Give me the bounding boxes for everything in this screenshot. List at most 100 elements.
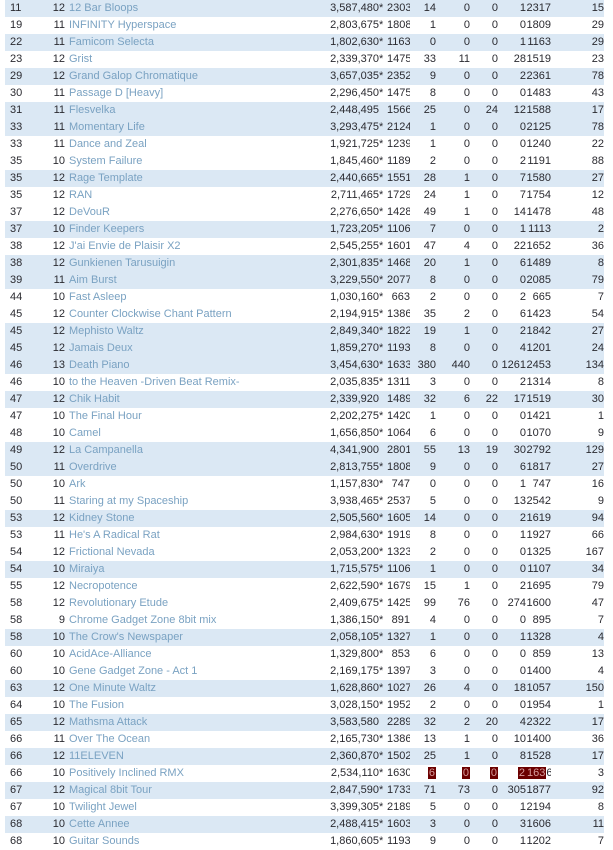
song-title-link[interactable]: Overdrive [69,461,117,473]
song-title-link[interactable]: DeVouR [69,206,110,218]
song-title-link[interactable]: Chik Habit [69,393,120,405]
stat-cell: 30 [591,393,604,405]
song-title-link[interactable]: Fast Asleep [69,291,127,303]
song-title-link[interactable]: Chrome Gadget Zone 8bit mix [69,614,217,626]
score-cell: 3,938,465 [330,495,379,507]
song-title-link[interactable]: J'ai Envie de Plaisir X2 [69,240,181,252]
stat-cell: 1489 [526,257,551,269]
score-asterisk: * [379,359,384,371]
song-title-link[interactable]: Passage D [Heavy] [69,87,164,99]
stat-cell: 28 [423,172,436,184]
song-title-link[interactable]: Kidney Stone [69,512,135,524]
song-title-link[interactable]: The Crow's Newspaper [69,631,183,643]
rank-cell: 37 [10,223,23,235]
stat-cell: 47 [591,597,604,609]
score-cell: 3,028,150 [330,699,379,711]
stat-cell: 1325 [526,546,551,558]
song-title-link[interactable]: 12 Bar Bloops [69,2,139,14]
song-title-link[interactable]: Magical 8bit Tour [69,784,152,796]
song-title-link[interactable]: 11ELEVEN [69,750,124,762]
song-title-link[interactable]: Dance and Zeal [69,138,147,150]
stat-cell: 32 [423,716,436,728]
stat-cell: 2 [429,291,436,303]
stat-cell: 3 [429,818,436,830]
song-title-link[interactable]: Necropotence [69,580,138,592]
stat-cell: 4 [519,716,526,728]
stat-cell: 0 [519,665,526,677]
song-title-link[interactable]: RAN [69,189,93,201]
level-cell: 12 [52,512,65,524]
stat-cell: 0 [491,274,498,286]
rank-cell: 53 [10,512,23,524]
song-title-link[interactable]: Frictional Nevada [69,546,155,558]
stat-cell: 1605 [387,512,410,524]
rank-cell: 50 [10,478,23,490]
song-title-link[interactable]: Cette Annee [69,818,130,830]
stat-cell: 1 [429,410,436,422]
table-row: 63 12 One Minute Waltz 1,628,860 * 1027 26 4 0 18… [5,680,604,697]
stat-cell: 17 [591,750,604,762]
stat-cell: 1386 [387,733,410,745]
song-title-link[interactable]: Camel [69,427,101,439]
song-title-link[interactable]: Death Piano [69,359,130,371]
stat-cell: 0 [491,189,498,201]
table-row: 38 12 J'ai Envie de Plaisir X2 2,545,255 * 16… [5,238,604,255]
stat-cell: 2 [498,765,526,782]
stat-cell: 92 [591,784,604,796]
song-title-link[interactable]: Twilight Jewel [69,801,137,813]
stat-cell: 0 [491,155,498,167]
song-title-link[interactable]: Miraiya [69,563,105,575]
level-cell: 11 [53,529,65,541]
song-title-link[interactable]: Staring at my Spaceship [69,495,189,507]
selected-value: 163 [526,767,547,779]
song-title-link[interactable]: Jamais Deux [69,342,133,354]
stat-cell: 0 [491,801,498,813]
rank-cell: 35 [10,189,23,201]
song-title-link[interactable]: Ark [69,478,86,490]
stat-cell: 1 [463,257,470,269]
stat-cell: 1733 [387,784,410,796]
song-title-link[interactable]: Grand Galop Chromatique [69,70,199,82]
stat-cell: 14 [423,2,436,14]
score-asterisk: * [379,512,384,524]
table-row: 47 10 The Final Hour 2,202,275 * 1420 1 0 0 0 1421… [5,408,604,425]
song-title-link[interactable]: Flesvelka [69,104,116,116]
song-title-link[interactable]: AcidAce-Alliance [69,648,152,660]
song-title-link[interactable]: Famicom Selecta [69,36,154,48]
stat-cell: 0 [491,240,498,252]
song-title-link[interactable]: Momentary Life [69,121,145,133]
song-title-link[interactable]: Guitar Sounds [69,835,140,847]
song-title-link[interactable]: Revolutionary Etude [69,597,169,609]
song-title-link[interactable]: Counter Clockwise Chant Pattern [69,308,232,320]
song-title-link[interactable]: The Fusion [69,699,125,711]
song-title-link[interactable]: One Minute Waltz [69,682,157,694]
song-title-link[interactable]: La Campanella [69,444,143,456]
song-title-link[interactable]: Positively Inclined RMX [69,767,184,779]
table-row: 45 12 Jamais Deux 1,859,270 * 1193 8 0 0 4 1201 24 [5,340,604,357]
rank-cell: 66 [10,767,23,779]
song-title-link[interactable]: System Failure [69,155,143,167]
song-title-link[interactable]: The Final Hour [69,410,142,422]
score-asterisk: * [379,138,384,150]
stat-cell: 76 [457,597,470,609]
song-title-link[interactable]: Aim Burst [69,274,117,286]
stat-cell: 9 [429,70,436,82]
song-title-link[interactable]: Rage Template [69,172,143,184]
stat-cell: 73 [457,784,470,796]
song-title-link[interactable]: to the Heaven -Driven Beat Remix- [69,376,240,388]
table-row: 58 12 Revolutionary Etude 2,409,675 * 1425 99 7… [5,595,604,612]
song-title-link[interactable]: Mathsma Attack [69,716,148,728]
song-title-link[interactable]: Over The Ocean [69,733,151,745]
song-title-link[interactable]: Gunkienen Tarusuigin [69,257,176,269]
table-row: 60 10 Gene Gadget Zone - Act 1 2,169,175 * 13… [5,663,604,680]
song-title-link[interactable]: Grist [69,53,93,65]
rank-cell: 54 [10,546,23,558]
score-asterisk: * [379,70,384,82]
song-title-link[interactable]: Gene Gadget Zone - Act 1 [69,665,198,677]
song-title-link[interactable]: Mephisto Waltz [69,325,144,337]
song-title-link[interactable]: He's A Radical Rat [69,529,160,541]
level-cell: 12 [52,257,65,269]
song-title-link[interactable]: Finder Keepers [69,223,145,235]
song-title-link[interactable]: INFINITY Hyperspace [69,19,177,31]
level-cell: 10 [52,648,65,660]
